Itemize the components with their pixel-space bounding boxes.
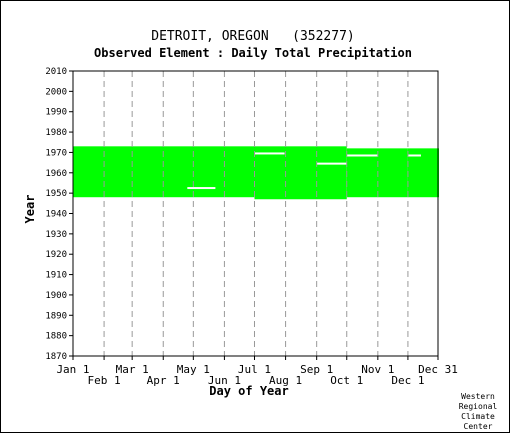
y-tick-label: 1930: [45, 230, 67, 240]
y-tick-label: 1890: [45, 311, 67, 321]
y-tick-label: 1960: [45, 169, 67, 179]
credit-line: Climate: [461, 412, 495, 421]
y-tick-label: 2010: [45, 67, 67, 77]
plot-area: 1870 1880 1890 1900 1910 1920 1930 1940 1950 1960…: [45, 67, 458, 387]
chart-subtitle: Observed Element : Daily Total Precipita…: [94, 46, 412, 60]
y-tick-label: 1980: [45, 128, 67, 138]
missing-data-gap: [407, 154, 421, 157]
data-coverage-block: [346, 148, 408, 198]
x-tick-label: Dec 31: [418, 363, 458, 376]
credit-line: Regional: [459, 402, 498, 411]
missing-data-gap: [187, 187, 216, 190]
plot-border: [72, 70, 439, 357]
x-tick-label: May 1: [177, 363, 210, 376]
data-coverage-block: [407, 148, 440, 198]
x-tick-label: Apr 1: [147, 374, 180, 387]
y-tick-label: 2000: [45, 87, 67, 97]
x-tick-label: Jun 1: [208, 374, 241, 387]
x-axis-label: Day of Year: [209, 384, 288, 398]
x-tick-label: Oct 1: [330, 374, 363, 387]
x-tick-label: Dec 1: [391, 374, 424, 387]
credit-line: Center: [464, 422, 493, 431]
missing-data-gap: [316, 162, 347, 165]
data-coverage-block: [73, 146, 255, 198]
y-tick-label: 1900: [45, 291, 67, 301]
data-coverage-block: [254, 146, 347, 200]
y-axis-label: Year: [23, 195, 37, 224]
y-tick-label: 1880: [45, 332, 67, 342]
y-tick-label: 1940: [45, 210, 67, 220]
x-tick-label: Jan 1: [56, 363, 89, 376]
y-tick-label: 1920: [45, 250, 67, 260]
y-tick-label: 1910: [45, 271, 67, 281]
x-tick-label: Nov 1: [361, 363, 394, 376]
x-tick-label: Feb 1: [88, 374, 121, 387]
x-tick-label: Mar 1: [116, 363, 149, 376]
missing-data-gap: [346, 154, 378, 157]
chart-title: DETROIT, OREGON (352277): [151, 29, 355, 44]
y-tick-label: 1990: [45, 108, 67, 118]
x-tick-label: Sep 1: [300, 363, 333, 376]
missing-data-gap: [254, 152, 285, 155]
y-tick-label: 1970: [45, 148, 67, 158]
credit-text: Western Regional Climate Center: [459, 392, 498, 431]
credit-line: Western: [461, 392, 495, 401]
y-tick-label: 1950: [45, 189, 67, 199]
y-tick-label: 1870: [45, 352, 67, 362]
x-tick-label: Jul 1: [238, 363, 271, 376]
x-tick-label: Aug 1: [269, 374, 302, 387]
